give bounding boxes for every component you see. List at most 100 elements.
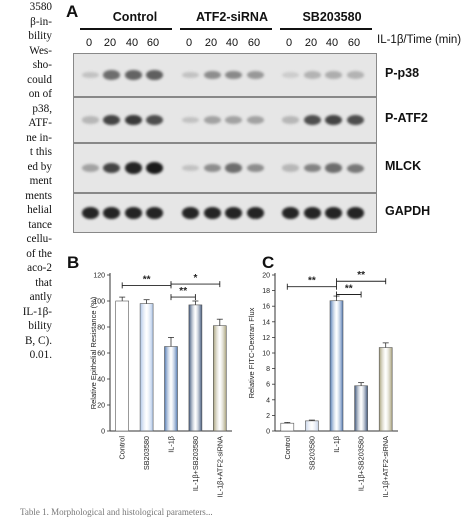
bar bbox=[164, 346, 178, 432]
significance-label: * bbox=[193, 273, 197, 284]
timepoint-label: 0 bbox=[185, 37, 193, 49]
bar bbox=[213, 325, 227, 432]
significance-label: ** bbox=[345, 284, 353, 295]
y-tick-label: 6 bbox=[266, 382, 270, 389]
group-label-control: Control bbox=[112, 10, 158, 24]
time-axis-label: IL-1β/Time (min) bbox=[377, 34, 462, 46]
panel-letter: C bbox=[262, 253, 274, 272]
y-tick-label: 4 bbox=[266, 397, 270, 404]
y-tick-label: 2 bbox=[266, 413, 270, 420]
timepoint-label: 60 bbox=[247, 37, 261, 49]
blot-band bbox=[246, 207, 264, 219]
y-tick-label: 60 bbox=[97, 351, 105, 358]
body-text-line: Wes- bbox=[29, 44, 52, 57]
timepoint-label: 20 bbox=[103, 37, 117, 49]
body-text-line: could bbox=[27, 73, 52, 86]
group-underline-sb203580 bbox=[280, 28, 372, 30]
significance-label: ** bbox=[357, 270, 365, 281]
y-tick-label: 0 bbox=[266, 429, 270, 436]
blot-band bbox=[145, 114, 163, 126]
y-tick-label: 40 bbox=[97, 377, 105, 384]
category-label: IL-1β+SB203580 bbox=[191, 436, 200, 491]
body-text-line: ment bbox=[29, 175, 52, 187]
blot-band bbox=[224, 163, 242, 173]
body-text-line: tance bbox=[28, 218, 52, 231]
body-text-line: t this bbox=[29, 146, 52, 158]
body-text-line: sho- bbox=[32, 59, 52, 71]
blot-band bbox=[181, 164, 199, 172]
blot-band bbox=[102, 162, 120, 174]
significance-label: ** bbox=[308, 276, 316, 287]
body-text-line: ne in- bbox=[26, 131, 52, 144]
timepoint-label: 0 bbox=[285, 37, 293, 49]
blot-band bbox=[102, 207, 120, 219]
group-label-sb203580: SB203580 bbox=[302, 10, 362, 24]
blot-mlck bbox=[73, 143, 377, 193]
bar bbox=[305, 420, 319, 432]
body-text-line: β-in- bbox=[30, 15, 52, 28]
blot-band bbox=[203, 163, 221, 173]
category-label: IL-1β+ATF2-siRNA bbox=[215, 436, 224, 498]
blot-band bbox=[246, 70, 264, 80]
y-tick-label: 12 bbox=[262, 335, 270, 342]
blot-band bbox=[324, 163, 342, 173]
blot-gapdh bbox=[73, 193, 377, 233]
blot-band bbox=[246, 163, 264, 173]
blot-band bbox=[81, 71, 99, 79]
blot-band bbox=[124, 207, 142, 219]
body-text-line: ed by bbox=[27, 160, 52, 173]
group-label-atf2-sirna: ATF2-siRNA bbox=[196, 10, 268, 24]
blot-band bbox=[102, 70, 120, 80]
y-tick-label: 8 bbox=[266, 366, 270, 373]
blot-band bbox=[124, 162, 142, 174]
body-text-line: cellu- bbox=[26, 233, 52, 245]
blot-band bbox=[346, 163, 364, 173]
category-label: Control bbox=[118, 436, 127, 460]
timepoint-label: 0 bbox=[85, 37, 93, 49]
category-label: Control bbox=[283, 436, 292, 460]
y-tick-label: 120 bbox=[93, 273, 105, 280]
blot-band bbox=[181, 207, 199, 219]
bar bbox=[354, 385, 368, 432]
blot-band bbox=[324, 71, 342, 79]
y-tick-label: 18 bbox=[262, 288, 270, 295]
blot-band bbox=[281, 207, 299, 219]
blot-band bbox=[281, 164, 299, 172]
blot-band bbox=[246, 116, 264, 124]
blot-band bbox=[81, 164, 99, 172]
body-text-line: aco-2 bbox=[27, 262, 52, 274]
panel-letter: B bbox=[67, 253, 79, 272]
y-tick-label: 14 bbox=[262, 319, 270, 326]
timepoint-label: 20 bbox=[304, 37, 318, 49]
blot-band bbox=[281, 71, 299, 79]
blot-band bbox=[346, 71, 364, 79]
blot-band bbox=[124, 70, 142, 80]
body-text-line: on of bbox=[28, 88, 52, 100]
blot-band bbox=[81, 116, 99, 124]
y-tick-label: 16 bbox=[262, 304, 270, 311]
significance-label: ** bbox=[143, 274, 151, 285]
bar bbox=[329, 300, 344, 432]
blot-band bbox=[145, 70, 163, 80]
y-tick-label: 0 bbox=[101, 429, 105, 436]
significance-label: ** bbox=[179, 286, 187, 297]
blot-label: P-p38 bbox=[385, 66, 420, 80]
bar bbox=[280, 422, 295, 432]
blot-label: P-ATF2 bbox=[385, 111, 428, 125]
blot-band bbox=[346, 207, 364, 219]
body-text-line: of the bbox=[26, 247, 52, 260]
blot-band bbox=[303, 207, 321, 219]
blot-band bbox=[224, 70, 242, 80]
body-text-line: bility bbox=[28, 320, 52, 332]
blot-band bbox=[181, 116, 199, 124]
timepoint-label: 40 bbox=[225, 37, 239, 49]
y-axis-label: Relative FITC-Dextran Flux bbox=[247, 307, 256, 398]
group-underline-control bbox=[80, 28, 172, 30]
body-text-line: ments bbox=[25, 189, 52, 202]
body-text-line: B, C). bbox=[24, 334, 52, 347]
timepoint-label: 60 bbox=[347, 37, 361, 49]
blot-band bbox=[145, 207, 163, 219]
blot-band bbox=[203, 70, 221, 80]
blot-label: MLCK bbox=[385, 159, 422, 173]
blot-p-atf2 bbox=[73, 97, 377, 143]
